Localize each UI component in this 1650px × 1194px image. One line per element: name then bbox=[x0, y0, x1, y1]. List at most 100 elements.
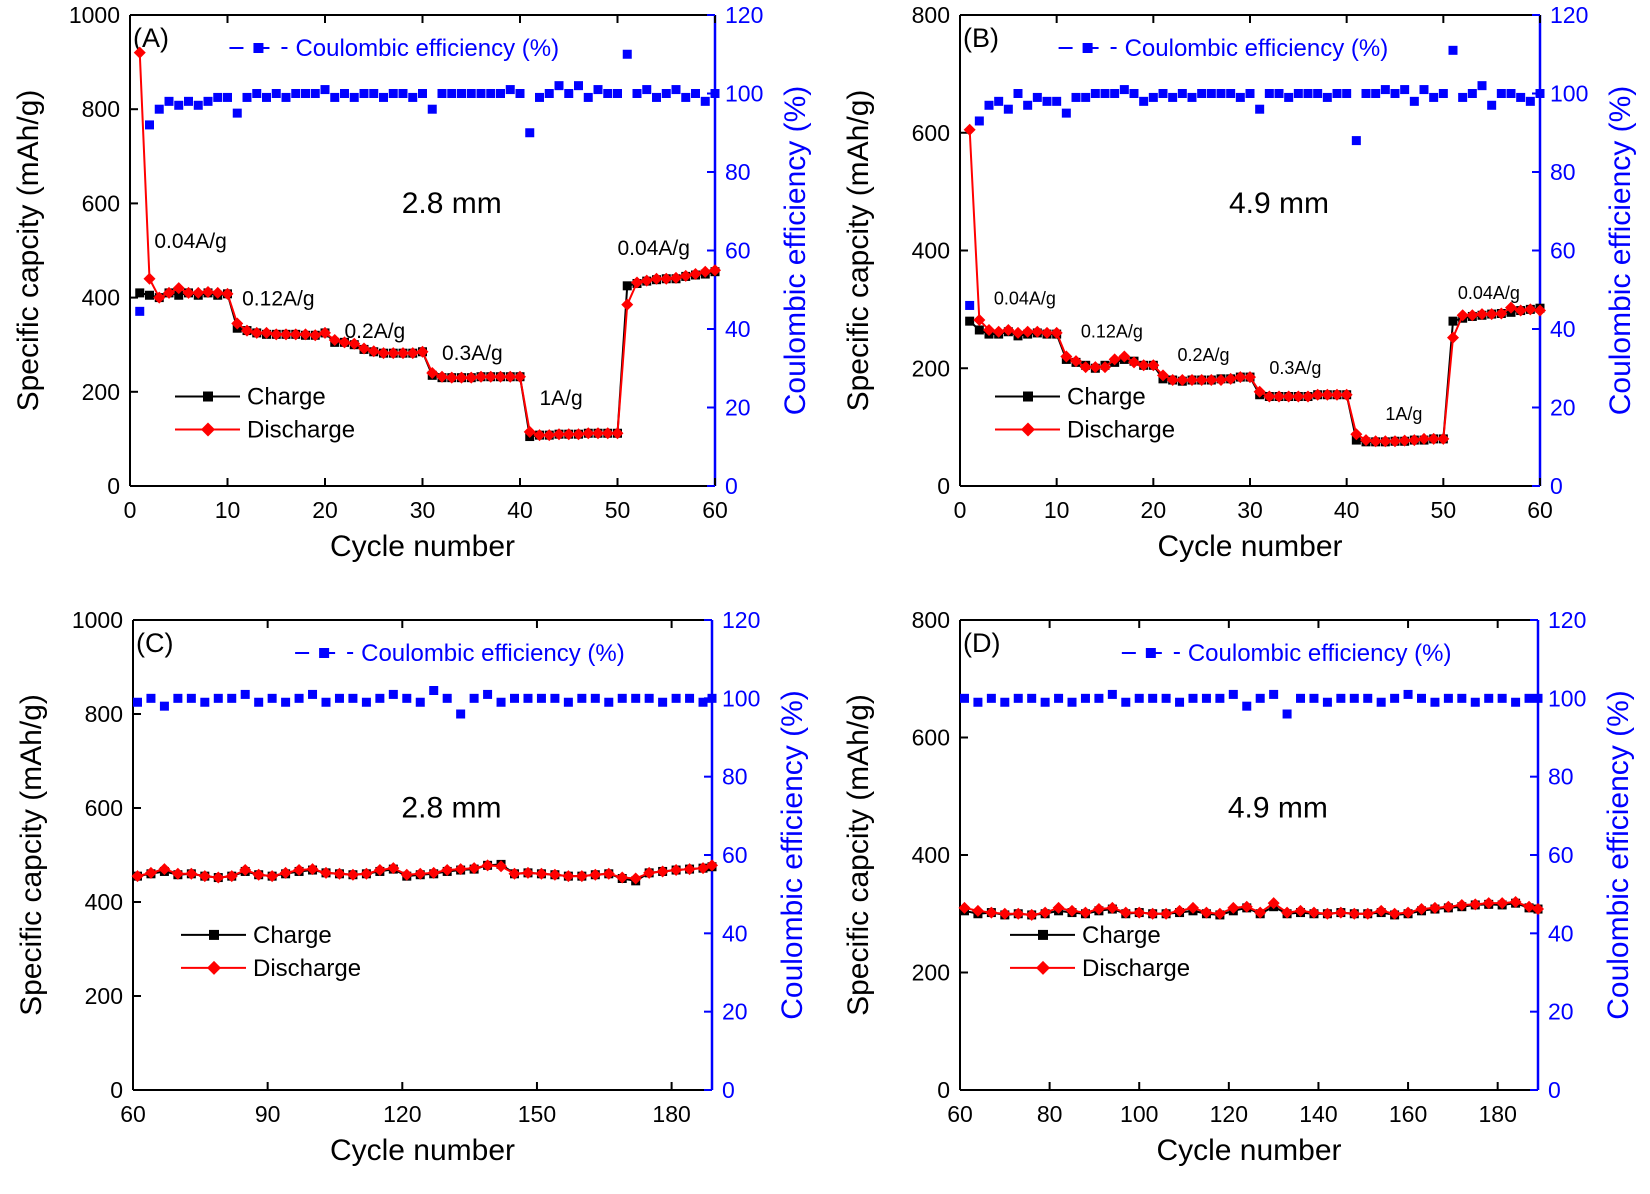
data-point bbox=[135, 306, 145, 316]
rate-label: 0.04A/g bbox=[1458, 283, 1520, 303]
data-point bbox=[436, 370, 448, 383]
data-point bbox=[1245, 89, 1255, 98]
data-point bbox=[1313, 89, 1323, 98]
panel-label: (B) bbox=[963, 23, 999, 53]
panel-label: (C) bbox=[136, 628, 173, 658]
data-point bbox=[616, 871, 629, 884]
data-point bbox=[270, 328, 283, 341]
data-point bbox=[1484, 693, 1494, 703]
data-point bbox=[143, 272, 156, 285]
legend-discharge-marker bbox=[1021, 422, 1035, 437]
data-point bbox=[232, 108, 242, 118]
data-point bbox=[1012, 326, 1024, 339]
data-point bbox=[164, 96, 174, 106]
data-point bbox=[1061, 108, 1071, 118]
data-point bbox=[505, 85, 515, 95]
x-tick-label: 150 bbox=[518, 1101, 556, 1127]
rate-label: 0.2A/g bbox=[1178, 345, 1230, 365]
data-point bbox=[1376, 697, 1386, 707]
data-point bbox=[1516, 92, 1526, 102]
data-point bbox=[1350, 428, 1363, 441]
legend-ce-marker bbox=[1082, 43, 1093, 53]
data-point bbox=[348, 337, 361, 350]
data-point bbox=[360, 867, 373, 880]
chart-panel-0: 0 10 20 30 40 50 60020040060080010000204060801… bbox=[12, 2, 812, 563]
data-point bbox=[1013, 693, 1023, 703]
data-point bbox=[1128, 356, 1140, 369]
data-point bbox=[1255, 693, 1265, 703]
data-point bbox=[643, 866, 656, 879]
y-tick-label: 800 bbox=[82, 96, 120, 122]
data-point bbox=[1108, 353, 1121, 366]
data-point bbox=[299, 328, 312, 341]
data-point bbox=[1041, 326, 1053, 339]
data-point bbox=[1040, 697, 1050, 707]
data-point bbox=[1242, 701, 1252, 711]
legend-discharge-marker bbox=[1036, 960, 1050, 975]
data-point bbox=[330, 92, 340, 102]
data-point bbox=[577, 693, 587, 703]
data-point bbox=[583, 92, 593, 102]
data-point bbox=[575, 870, 588, 883]
data-point bbox=[1321, 907, 1334, 920]
data-point bbox=[1002, 323, 1015, 336]
data-point bbox=[1390, 693, 1400, 703]
y-tick-label: 800 bbox=[912, 2, 950, 28]
data-point bbox=[700, 96, 710, 106]
data-point bbox=[973, 313, 986, 326]
data-point bbox=[397, 347, 409, 360]
data-point bbox=[1267, 897, 1280, 910]
y-axis-title: Specific capcity (mAh/g) bbox=[15, 694, 48, 1016]
data-point bbox=[1303, 89, 1313, 98]
data-point bbox=[174, 100, 184, 110]
data-point bbox=[1158, 89, 1168, 98]
data-point bbox=[974, 325, 984, 335]
data-point bbox=[1187, 92, 1197, 102]
data-point bbox=[1282, 390, 1295, 403]
series-line bbox=[968, 307, 1541, 443]
data-point bbox=[426, 366, 439, 379]
chart-panel-1: 0 10 20 30 40 50 60020040060080002040608010012… bbox=[842, 2, 1637, 563]
data-point bbox=[617, 693, 627, 703]
data-point bbox=[1003, 104, 1013, 114]
data-point bbox=[1409, 96, 1419, 106]
data-point bbox=[1438, 89, 1448, 98]
data-point bbox=[1348, 907, 1361, 920]
data-point bbox=[1197, 89, 1207, 98]
data-point bbox=[262, 92, 271, 102]
data-point bbox=[1224, 372, 1237, 385]
y2-tick-label: 60 bbox=[725, 238, 751, 264]
legend-ce-label: Coulombic efficiency (%) bbox=[295, 35, 559, 62]
y-axis-title: Specific capcity (mAh/g) bbox=[842, 694, 875, 1016]
data-point bbox=[1294, 904, 1307, 917]
data-point bbox=[414, 867, 427, 880]
data-point bbox=[1146, 907, 1159, 920]
legend-discharge-label: Discharge bbox=[1082, 955, 1190, 982]
data-point bbox=[1050, 326, 1063, 339]
data-point bbox=[1269, 689, 1279, 699]
data-point bbox=[963, 123, 976, 136]
data-point bbox=[1495, 307, 1508, 320]
data-point bbox=[132, 697, 142, 707]
data-point bbox=[621, 298, 634, 311]
data-point bbox=[213, 693, 223, 703]
data-point bbox=[1081, 92, 1091, 102]
x-tick-label: 100 bbox=[1120, 1101, 1158, 1127]
data-point bbox=[359, 89, 369, 98]
data-point bbox=[154, 104, 164, 114]
y-tick-label: 600 bbox=[912, 120, 950, 146]
data-point bbox=[144, 866, 157, 879]
data-point bbox=[1188, 693, 1198, 703]
data-point bbox=[1389, 435, 1401, 448]
x-tick-label: 20 bbox=[312, 497, 338, 523]
data-point bbox=[174, 290, 184, 300]
data-point bbox=[225, 870, 238, 883]
data-point bbox=[1176, 374, 1189, 387]
legend-charge-label: Charge bbox=[1082, 922, 1161, 949]
data-point bbox=[495, 860, 508, 873]
data-point bbox=[1360, 434, 1372, 447]
data-point bbox=[1166, 374, 1179, 387]
y2-tick-label: 60 bbox=[722, 842, 748, 868]
data-point bbox=[1514, 304, 1527, 317]
data-point bbox=[1157, 369, 1169, 382]
